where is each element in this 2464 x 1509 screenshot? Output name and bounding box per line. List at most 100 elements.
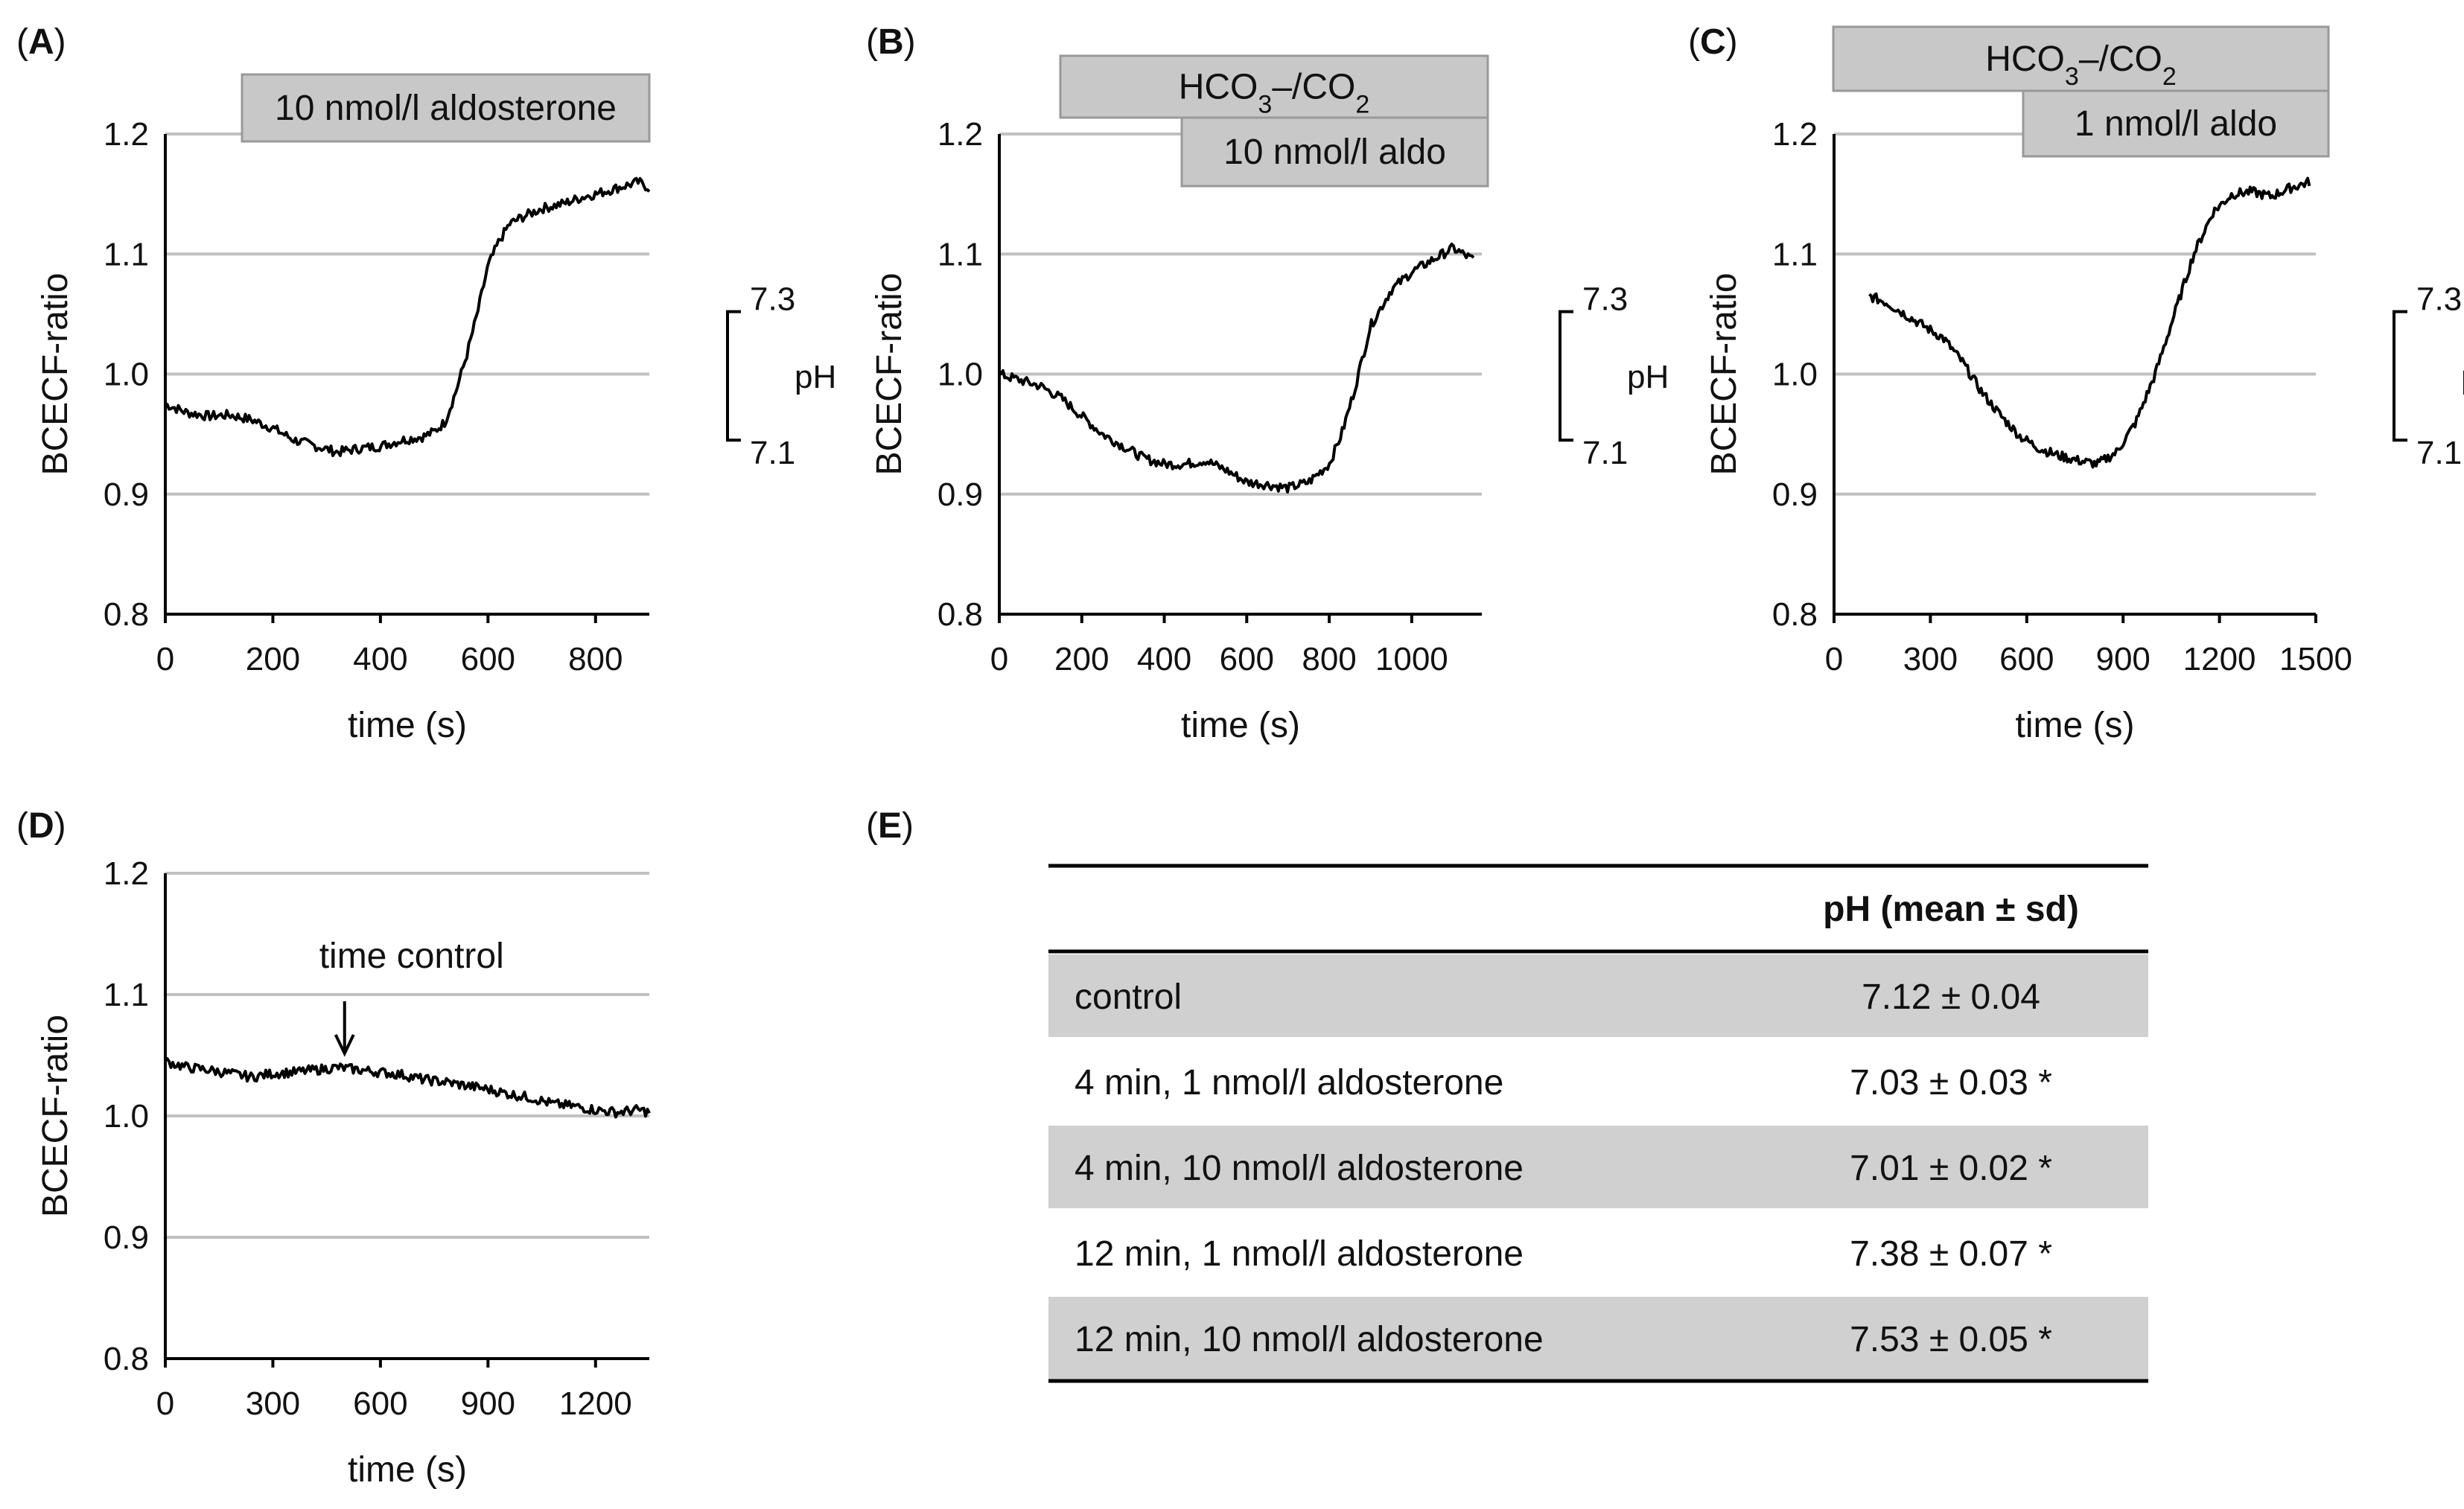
panel-label: (D) [16, 806, 66, 846]
panel-label: (B) [866, 22, 916, 62]
ph-bracket [726, 310, 741, 442]
y-axis-label: BCECF-ratio [36, 272, 75, 475]
table-row-value: 7.12 ± 0.04 [1862, 977, 2040, 1017]
y-tick-label: 0.9 [104, 476, 149, 513]
x-tick-label: 400 [1137, 641, 1191, 677]
ph-bracket-label: pH [1627, 359, 1669, 395]
y-tick-label: 1.0 [937, 357, 983, 393]
x-tick-label: 600 [1220, 641, 1274, 677]
y-tick-label: 1.0 [104, 1098, 149, 1135]
y-tick-label: 1.1 [104, 236, 149, 272]
y-tick-label: 1.2 [104, 116, 149, 153]
x-tick-label: 200 [1054, 641, 1109, 677]
panel-b: (B) 0.8 0.9 1.0 1.1 1.2 0 200 400 600 800 1000 time … [866, 22, 1669, 745]
table-row-value: 7.38 ± 0.07 * [1850, 1234, 2052, 1274]
x-axis-label: time (s) [348, 1450, 467, 1490]
x-tick-label: 800 [1302, 641, 1356, 677]
y-tick-label: 0.8 [104, 1341, 149, 1377]
treatment-box-aldo [1180, 116, 1489, 188]
data-trace [998, 242, 1475, 494]
x-tick-label: 1500 [2279, 641, 2352, 677]
y-axis-label: BCECF-ratio [1704, 272, 1744, 475]
ph-bracket-top: 7.3 [750, 281, 795, 318]
y-tick-label: 1.0 [104, 357, 149, 393]
ph-bracket-bottom: 7.1 [1582, 435, 1628, 471]
ph-bracket-top: 7.3 [2416, 281, 2462, 318]
panel-d: (D) 0.8 0.9 1.0 1.1 1.2 0 300 600 900 1200 time (s)… [16, 806, 651, 1490]
table-row-shade [1048, 1126, 2148, 1208]
x-axis-label: time (s) [2016, 706, 2135, 745]
data-trace [1868, 176, 2311, 469]
x-tick-label: 0 [156, 1385, 174, 1422]
panel-e-table: (E) pH (mean ± sd) control 7.12 ± 0.04 4 min… [866, 806, 2148, 1383]
treatment-box-aldo-label: 10 nmol/l aldo [1223, 133, 1446, 172]
y-tick-label: 1.1 [1772, 236, 1818, 272]
table-row-shade [1048, 954, 2148, 1037]
ph-bracket-top: 7.3 [1582, 281, 1628, 318]
ph-bracket [1559, 310, 1573, 442]
x-tick-label: 900 [2095, 641, 2150, 677]
table-header: pH (mean ± sd) [1823, 890, 2079, 929]
y-tick-label: 1.0 [1772, 357, 1818, 393]
x-axis-label: time (s) [1181, 706, 1300, 745]
x-tick-label: 0 [1825, 641, 1843, 677]
table-row-condition: 12 min, 1 nmol/l aldosterone [1075, 1234, 1524, 1274]
y-tick-label: 0.8 [104, 596, 149, 633]
x-tick-label: 900 [461, 1385, 515, 1422]
annotation-arrow-head [334, 1034, 355, 1057]
y-tick-label: 0.8 [937, 596, 983, 633]
y-tick-label: 1.2 [104, 855, 149, 892]
table-row-condition: 4 min, 10 nmol/l aldosterone [1075, 1149, 1524, 1188]
ph-bracket-bottom: 7.1 [750, 435, 795, 471]
treatment-box-hco3-label: HCO3–/CO2 [1985, 39, 2177, 91]
table-row-shade [1048, 1297, 2148, 1379]
ph-bracket-label: pH [795, 359, 836, 395]
y-tick-label: 0.8 [1772, 596, 1818, 633]
table-row-value: 7.01 ± 0.02 * [1850, 1149, 2052, 1188]
x-tick-label: 0 [156, 641, 174, 677]
table-row-condition: 4 min, 1 nmol/l aldosterone [1075, 1063, 1503, 1103]
treatment-box-hco3 [1832, 25, 2330, 92]
x-tick-label: 1200 [2183, 641, 2256, 677]
x-tick-label: 0 [990, 641, 1008, 677]
ph-bracket-bottom: 7.1 [2416, 435, 2462, 471]
panel-label: (A) [16, 22, 66, 62]
x-axis-label: time (s) [348, 706, 467, 745]
y-tick-label: 0.9 [937, 476, 983, 513]
table-row-value: 7.03 ± 0.03 * [1850, 1063, 2052, 1103]
treatment-box-hco3 [1059, 54, 1489, 119]
treatment-box-aldo [2022, 89, 2330, 158]
treatment-box-aldo-label: 1 nmol/l aldo [2075, 104, 2277, 144]
treatment-box-aldo [241, 73, 651, 143]
y-tick-label: 1.2 [937, 116, 983, 153]
x-tick-label: 800 [568, 641, 623, 677]
y-tick-label: 0.9 [1772, 476, 1818, 513]
x-tick-label: 400 [353, 641, 407, 677]
table-row-condition: 12 min, 10 nmol/l aldosterone [1075, 1320, 1544, 1359]
data-trace [164, 1057, 651, 1119]
x-tick-label: 200 [246, 641, 300, 677]
y-tick-label: 0.9 [104, 1219, 149, 1256]
panel-a: (A) 0.8 0.9 1.0 1.1 1.2 0 200 400 600 800 time (s) B… [16, 22, 836, 745]
y-tick-label: 1.2 [1772, 116, 1818, 153]
table-row-condition: control [1075, 977, 1182, 1017]
x-tick-label: 600 [1999, 641, 2054, 677]
panel-c: (C) 0.8 0.9 1.0 1.1 1.2 0 300 600 900 1200 1500 time… [1688, 22, 2464, 745]
x-tick-label: 300 [246, 1385, 300, 1422]
treatment-box-aldo-label: 10 nmol/l aldosterone [275, 89, 617, 128]
x-tick-label: 600 [461, 641, 515, 677]
y-axis-label: BCECF-ratio [36, 1015, 75, 1217]
x-tick-label: 1000 [1375, 641, 1448, 677]
panel-label: (C) [1688, 22, 1738, 62]
ph-bracket [2393, 310, 2407, 442]
table-row-value: 7.53 ± 0.05 * [1850, 1320, 2052, 1359]
y-tick-label: 1.1 [104, 977, 149, 1013]
y-tick-label: 1.1 [937, 236, 983, 272]
annotation-label: time control [319, 937, 504, 976]
treatment-box-hco3-label: HCO3–/CO2 [1179, 68, 1370, 119]
panel-label: (E) [866, 806, 914, 846]
x-tick-label: 1200 [559, 1385, 632, 1422]
y-axis-label: BCECF-ratio [870, 272, 909, 475]
x-tick-label: 300 [1903, 641, 1958, 677]
